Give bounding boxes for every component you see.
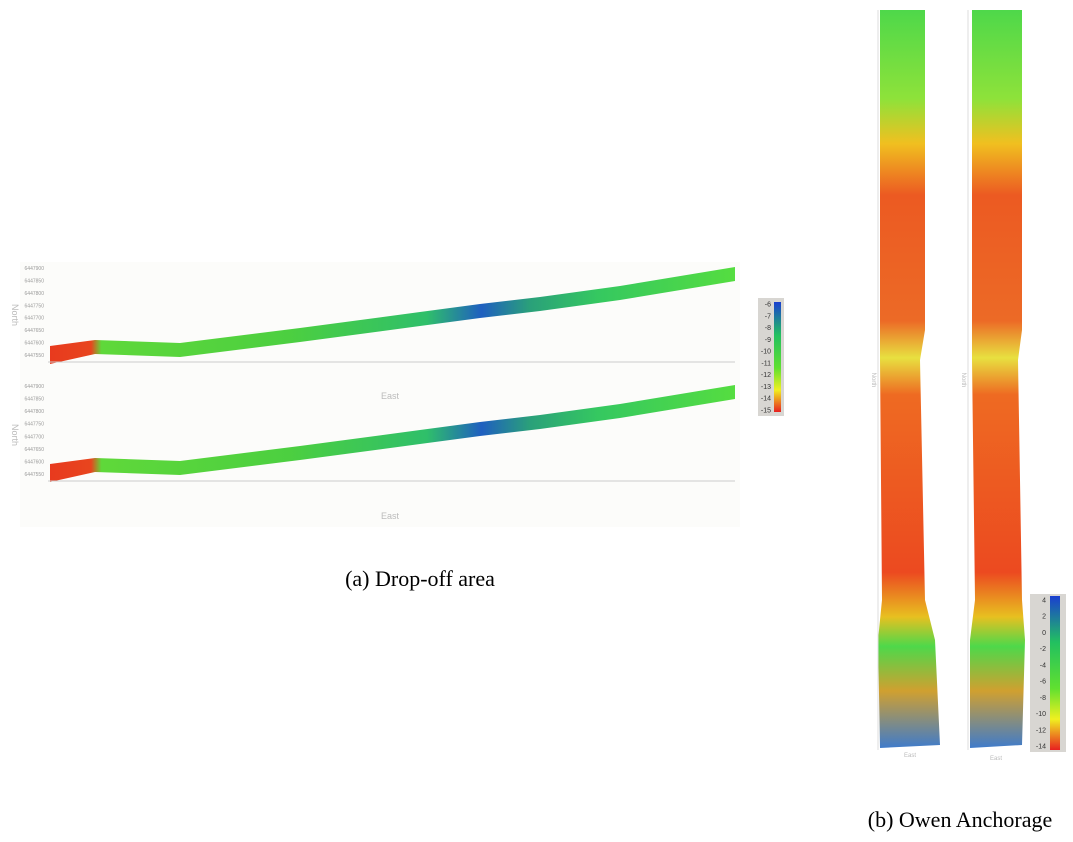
caption: (a) Drop-off area (345, 566, 495, 591)
colorbar-label: -11 (761, 360, 771, 367)
y-tick-label: 6447700 (25, 434, 45, 440)
survey-strip (50, 385, 735, 482)
x-label: East (381, 511, 400, 521)
y-label: North (870, 373, 876, 388)
panel-a: East East North North (a) Drop-off area (10, 262, 784, 591)
colorbar-label: -12 (1036, 727, 1046, 734)
colorbar-label: -6 (765, 302, 771, 309)
y-tick-label: 6447750 (25, 303, 45, 309)
survey-strip (878, 10, 940, 748)
survey-strip (970, 10, 1025, 748)
survey-strip (50, 267, 735, 364)
y-tick-label: 6447550 (25, 353, 45, 359)
x-label: East (990, 756, 1002, 762)
y-tick-label: 6447900 (25, 384, 45, 390)
y-label: North (10, 304, 20, 326)
colorbar-label: 0 (1042, 630, 1046, 637)
colorbar-label: -10 (761, 349, 771, 356)
x-label: East (904, 753, 916, 759)
colorbar-label: -10 (1036, 711, 1046, 718)
colorbar-label: -9 (765, 337, 771, 344)
colorbar-label: -2 (1040, 646, 1046, 653)
colorbar-label: -7 (765, 313, 771, 320)
colorbar-label: 4 (1042, 598, 1046, 605)
y-tick-label: 6447750 (25, 422, 45, 428)
y-tick-label: 6447900 (25, 266, 45, 272)
y-label: North (10, 424, 20, 446)
colorbar-label: -14 (1036, 744, 1046, 751)
colorbar-label: -13 (761, 384, 771, 391)
y-tick-label: 6447800 (25, 291, 45, 297)
y-label: North (960, 373, 966, 388)
panel-b: North North East East (b) Owen Anchorage (868, 10, 1066, 832)
colorbar-label: -12 (761, 372, 771, 379)
colorbar-label: -14 (761, 396, 771, 403)
y-tick-label: 6447850 (25, 397, 45, 403)
y-tick-label: 6447600 (25, 459, 45, 465)
colorbar-label: -6 (1040, 679, 1046, 686)
y-tick-label: 6447600 (25, 341, 45, 347)
colorbar (1050, 596, 1060, 750)
y-tick-label: 6447650 (25, 328, 45, 334)
colorbar-label: 2 (1042, 614, 1046, 621)
y-tick-label: 6447550 (25, 472, 45, 478)
colorbar-label: -15 (761, 408, 771, 415)
colorbar-label: -8 (1040, 695, 1046, 702)
colorbar (774, 302, 781, 412)
colorbar-label: -8 (765, 325, 771, 332)
y-tick-label: 6447700 (25, 316, 45, 322)
plot-bg (20, 262, 740, 527)
y-tick-label: 6447650 (25, 447, 45, 453)
caption: (b) Owen Anchorage (868, 807, 1053, 832)
x-label: East (381, 391, 400, 401)
y-tick-label: 6447800 (25, 409, 45, 415)
y-tick-label: 6447850 (25, 278, 45, 284)
colorbar-label: -4 (1040, 662, 1046, 669)
